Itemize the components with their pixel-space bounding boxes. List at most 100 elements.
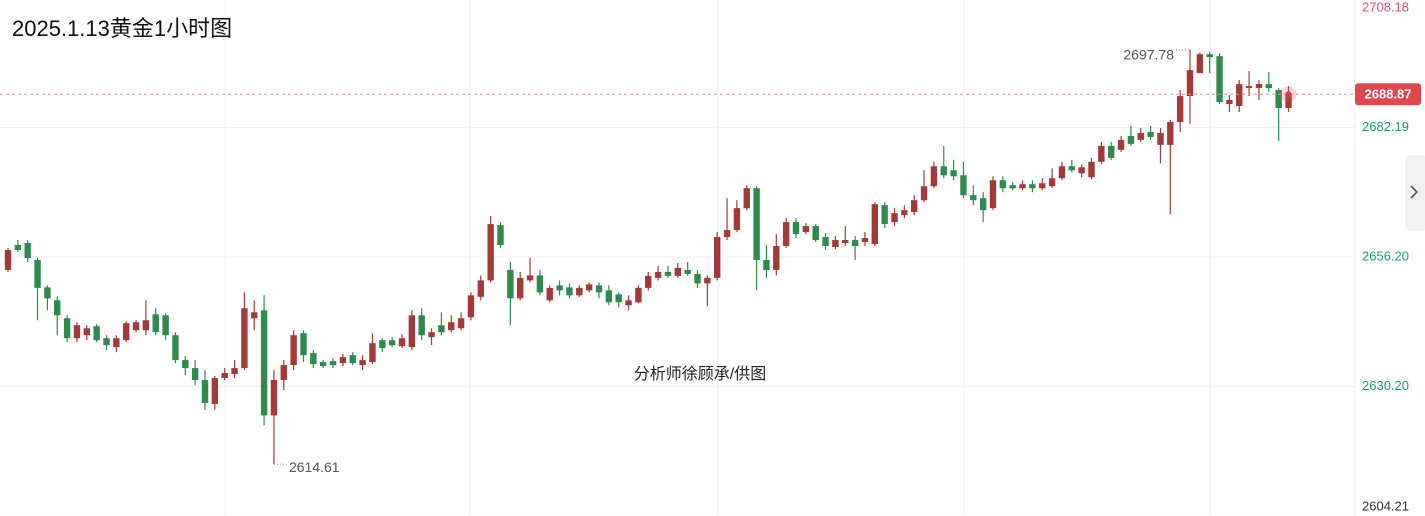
side-tab[interactable]: [1405, 155, 1425, 231]
candle-body: [694, 273, 701, 284]
candle-body: [1255, 84, 1263, 89]
candle-body: [536, 275, 544, 293]
candle-body: [989, 180, 997, 209]
candle-body: [645, 275, 652, 288]
candle-body: [891, 213, 898, 223]
candle-body: [871, 204, 878, 245]
candle-body: [960, 175, 967, 196]
candle-body: [832, 240, 839, 248]
candle-body: [369, 343, 376, 363]
candle-body: [1236, 84, 1243, 107]
candle-body: [970, 195, 977, 201]
candle-body: [142, 320, 150, 331]
candle-body: [418, 315, 425, 336]
candle-body: [1009, 185, 1016, 189]
candle-body: [792, 222, 800, 235]
chart-title: 2025.1.13黄金1小时图: [12, 16, 232, 41]
candle-body: [556, 285, 563, 291]
y-tick-label: 2630.20: [1362, 378, 1409, 393]
candle-body: [300, 333, 307, 356]
last-price-label: 2688.87: [1365, 87, 1412, 102]
candle-body: [566, 287, 573, 296]
candle-body: [585, 284, 593, 291]
candle-body: [379, 340, 386, 349]
candle-body: [1275, 90, 1282, 109]
candle-body: [487, 224, 494, 281]
candle-body: [999, 180, 1007, 189]
candle-body: [123, 323, 130, 341]
grid: [0, 0, 1356, 516]
candle-body: [625, 300, 632, 306]
candle-body: [93, 326, 100, 341]
candle-body: [359, 360, 366, 366]
candle-body: [714, 237, 721, 278]
candle-body: [1019, 184, 1026, 189]
candle-body: [132, 322, 140, 331]
candle-body: [704, 277, 711, 284]
candle-body: [280, 365, 287, 381]
candle-body: [1048, 178, 1056, 187]
candle-body: [310, 353, 317, 365]
candle-body: [773, 246, 780, 270]
candle-body: [507, 269, 514, 299]
candle-body: [901, 210, 908, 216]
candle-body: [339, 357, 347, 364]
candle-body: [753, 188, 760, 260]
candle-body: [388, 340, 396, 346]
candles: [4, 49, 1292, 465]
chevron-icon: [1410, 185, 1419, 199]
candle-body: [546, 287, 553, 301]
candle-body: [457, 318, 465, 329]
candle-body: [24, 243, 31, 258]
candle-body: [270, 380, 278, 416]
candle-body: [329, 361, 337, 366]
candle-body: [191, 368, 199, 381]
candle-body: [477, 280, 484, 297]
candle-body: [349, 355, 356, 364]
candle-body: [290, 335, 297, 366]
candle-body: [113, 338, 120, 348]
candle-body: [1206, 54, 1213, 58]
candle-body: [635, 287, 642, 303]
candle-body: [438, 325, 445, 333]
candle-body: [1167, 121, 1174, 145]
candle-body: [428, 332, 435, 338]
candle-body: [1068, 166, 1075, 171]
candle-body: [172, 335, 179, 361]
candle-body: [743, 188, 750, 209]
candle-body: [881, 205, 888, 225]
candle-body: [615, 294, 622, 303]
candle-body: [73, 325, 81, 339]
y-tick-label: 2656.20: [1362, 248, 1409, 263]
last-price-dot: [1285, 91, 1292, 98]
watermark: 分析师徐顾承/供图: [634, 365, 766, 383]
candle-body: [211, 378, 219, 404]
candle-body: [842, 240, 849, 244]
candle-body: [152, 314, 159, 333]
candle-body: [260, 310, 268, 416]
candle-body: [1216, 56, 1223, 103]
candle-body: [1285, 94, 1292, 109]
candle-body: [54, 300, 61, 316]
candle-body: [654, 271, 662, 278]
candle-body: [1245, 86, 1253, 89]
candle-body: [448, 322, 455, 331]
candle-body: [1226, 100, 1233, 105]
candle-body: [782, 222, 790, 247]
candle-body: [162, 315, 169, 336]
candle-body: [241, 308, 248, 369]
candle-body: [497, 225, 504, 246]
candle-body: [34, 259, 41, 288]
candle-body: [221, 373, 228, 379]
candle-body: [861, 238, 869, 243]
candle-body: [1157, 132, 1164, 145]
candle-body: [576, 287, 583, 296]
candle-body: [251, 312, 258, 319]
y-tick-label: 2604.21: [1362, 498, 1409, 513]
candle-body: [802, 226, 810, 233]
candle-body: [733, 208, 741, 231]
high-label: 2697.78: [1123, 47, 1174, 63]
candle-body: [14, 245, 22, 250]
